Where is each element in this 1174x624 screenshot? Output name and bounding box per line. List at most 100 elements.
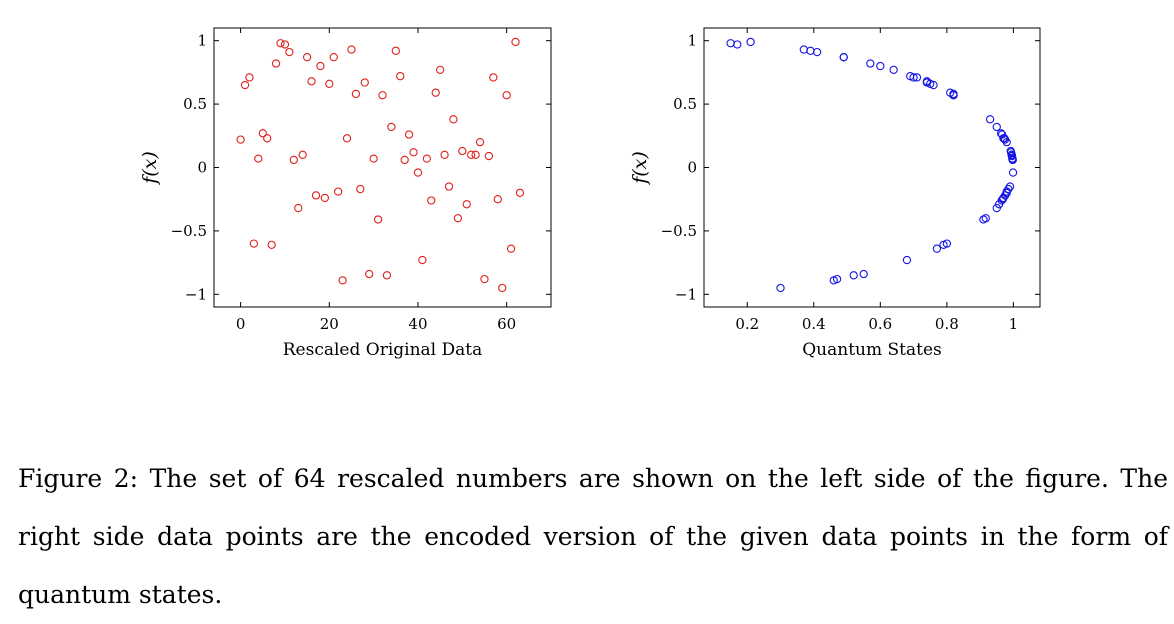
left-data-point: [276, 39, 285, 48]
left-plot-frame: [213, 27, 552, 308]
left-data-point: [458, 146, 467, 156]
left-data-point: [484, 151, 494, 161]
left-data-point: [427, 196, 436, 205]
left-data-point: [254, 154, 263, 163]
left-data-point: [285, 47, 294, 57]
right-x-tick-label: 0.6: [868, 315, 892, 333]
left-data-point: [409, 148, 418, 157]
left-scatter-plot: 0 20 40 60 −1 −0.5 0 0.5 1 Rescaled Original Data…: [139, 27, 552, 360]
left-data-point: [325, 79, 334, 88]
left-data-point: [289, 155, 298, 165]
right-data-point: [832, 274, 842, 284]
right-data-point: [1006, 146, 1015, 156]
right-data-point: [726, 39, 735, 48]
right-data-point: [997, 130, 1007, 139]
left-data-point: [373, 215, 383, 224]
right-x-tick-label: 0.4: [802, 315, 826, 333]
left-data-point: [493, 195, 502, 204]
right-data-point: [998, 195, 1007, 204]
right-y-axis-label: f(x): [629, 151, 651, 186]
right-plot-frame: [703, 27, 1041, 308]
left-data-point: [444, 182, 454, 191]
left-data-point: [342, 134, 352, 143]
left-data-point: [418, 255, 427, 265]
right-data-point: [981, 214, 990, 223]
left-data-point: [271, 59, 281, 68]
left-x-tick-label: 0: [236, 315, 246, 333]
right-y-tick-label: 0: [687, 159, 697, 177]
right-data-point: [932, 244, 942, 253]
right-data-point: [849, 271, 858, 280]
left-x-axis-label: Rescaled Original Data: [283, 340, 483, 360]
right-scatter-plot: 0.2 0.4 0.6 0.8 1 −1 −0.5 0 0.5 1 Quantum States f(…: [629, 27, 1041, 360]
left-y-tick-label: −0.5: [171, 222, 207, 240]
left-y-axis-label: f(x): [139, 151, 161, 186]
left-data-point: [347, 45, 356, 54]
left-data-point: [236, 135, 245, 144]
right-data-point: [939, 240, 948, 250]
left-data-point: [369, 154, 378, 163]
right-y-tick-label: 1: [687, 32, 697, 50]
left-data-point: [489, 73, 498, 82]
right-data-point: [949, 91, 958, 100]
left-data-point: [422, 154, 431, 163]
left-data-point: [280, 40, 290, 49]
left-data-point: [467, 150, 476, 159]
right-data-point: [812, 47, 822, 57]
right-x-tick-label: 0.8: [935, 315, 959, 333]
left-x-tick-label: 40: [408, 315, 427, 333]
left-y-tick-label: −1: [185, 285, 207, 303]
left-data-point: [356, 184, 365, 194]
left-data-point: [391, 46, 400, 55]
right-data-point: [799, 45, 808, 54]
left-data-point: [329, 53, 338, 62]
left-data-point: [382, 271, 392, 280]
right-data-point: [733, 40, 742, 49]
left-data-point: [378, 91, 387, 100]
right-data-point: [889, 65, 898, 74]
left-data-point: [365, 269, 374, 279]
left-data-point: [334, 187, 343, 196]
right-data-point: [746, 37, 755, 47]
right-x-tick-label: 0.2: [735, 315, 759, 333]
right-data-point: [1008, 168, 1018, 177]
left-data-point: [351, 89, 361, 99]
right-data-point: [922, 78, 932, 87]
left-data-point: [404, 130, 414, 139]
left-data-point: [435, 65, 445, 74]
left-data-point: [316, 61, 325, 71]
left-data-point: [298, 150, 307, 159]
left-y-tick-label: 1: [197, 32, 207, 50]
left-data-point: [338, 276, 347, 285]
left-x-tick-label: 60: [497, 315, 516, 333]
right-data-point: [1004, 184, 1013, 194]
left-data-point: [320, 193, 330, 203]
left-data-point: [449, 115, 458, 124]
right-data-point: [859, 269, 868, 279]
left-data-point: [263, 134, 272, 143]
right-data-point: [876, 61, 885, 71]
left-y-tick-label: 0: [197, 159, 207, 177]
left-data-point: [471, 150, 480, 159]
left-data-point: [396, 72, 405, 81]
left-data-point: [311, 191, 321, 200]
right-x-tick-label: 1: [1009, 315, 1019, 333]
right-data-point: [839, 53, 848, 62]
left-data-point: [258, 129, 267, 138]
figure-caption: Figure 2: The set of 64 rescaled numbers…: [18, 464, 1168, 609]
right-data-point: [866, 59, 875, 68]
right-data-point: [1002, 137, 1011, 147]
left-data-point: [387, 122, 396, 132]
left-data-point: [240, 80, 250, 90]
right-y-tick-label: −1: [675, 285, 697, 303]
left-data-point: [431, 88, 440, 97]
left-data-point: [360, 78, 369, 87]
right-data-point: [992, 122, 1001, 132]
right-data-point: [909, 73, 918, 82]
left-data-point: [413, 168, 423, 177]
left-data-point: [506, 244, 516, 253]
left-data-point: [267, 240, 276, 250]
left-data-point: [453, 214, 463, 223]
left-y-tick-label: 0.5: [183, 95, 207, 113]
